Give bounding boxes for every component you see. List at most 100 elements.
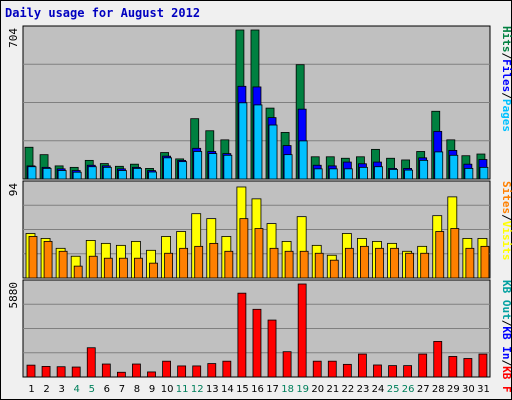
bar-sites	[329, 259, 339, 279]
x-axis-day-label: 21	[326, 384, 339, 395]
bar-kb-f	[207, 363, 217, 378]
bar-kb-f	[433, 341, 443, 378]
bar-pages	[434, 151, 444, 180]
bar-kb-f	[267, 319, 277, 378]
legend-label: Hits/Files/Pages	[500, 26, 512, 132]
legend-item: Pages	[500, 99, 512, 132]
bar-sites	[134, 257, 143, 279]
x-axis-day-label: 5	[89, 384, 95, 395]
bar-kb-f	[192, 365, 202, 378]
x-axis-day-label: 30	[462, 384, 475, 395]
x-axis-day-label: 24	[372, 384, 385, 395]
bar-kb-f	[297, 283, 307, 378]
bar-sites	[239, 218, 249, 279]
legend-item: Files	[500, 59, 512, 92]
x-axis-day-label: 18	[281, 384, 294, 395]
bar-kb-f	[237, 292, 247, 378]
legend-item: /	[500, 360, 512, 367]
bar-sites	[28, 236, 38, 279]
bar-pages	[313, 168, 323, 180]
legend-item: Sites	[500, 181, 512, 214]
x-axis-day-label: 4	[74, 384, 80, 395]
chart-title: Daily usage for August 2012	[5, 6, 201, 20]
bar-pages	[268, 124, 278, 180]
bar-pages	[72, 171, 82, 180]
legend-item: /	[500, 92, 512, 99]
bar-pages	[283, 154, 293, 180]
bar-pages	[223, 154, 233, 180]
bar-pages	[178, 161, 188, 180]
x-axis-day-label: 14	[221, 384, 234, 395]
bar-kb-f	[282, 351, 292, 378]
bar-pages	[253, 104, 263, 180]
x-axis-day-label: 29	[447, 384, 460, 395]
bar-sites	[360, 245, 369, 279]
bar-pages	[359, 166, 368, 180]
bar-sites	[480, 245, 490, 279]
x-axis-day-label: 20	[311, 384, 324, 395]
bar-kb-f	[71, 366, 81, 378]
bar-kb-f	[56, 366, 66, 378]
x-axis-day-label: 28	[432, 384, 445, 395]
bar-pages	[163, 157, 172, 180]
x-axis-day-label: 1	[28, 384, 34, 395]
bar-kb-f	[101, 363, 111, 378]
bar-sites	[269, 247, 279, 279]
x-axis-day-label: 10	[161, 384, 174, 395]
bar-pages	[57, 170, 67, 180]
bar-sites	[254, 228, 264, 279]
bar-pages	[238, 102, 248, 180]
bar-sites	[450, 228, 460, 279]
legend-item: KB Out	[500, 280, 512, 320]
bar-kb-f	[312, 360, 322, 378]
bar-sites	[164, 252, 173, 279]
x-axis-day-label: 25	[387, 384, 400, 395]
bar-kb-f	[132, 363, 141, 378]
x-axis-day-label: 26	[402, 384, 415, 395]
legend-item: KB In	[500, 326, 512, 359]
bar-kb-f	[448, 356, 458, 378]
y-axis-max-label: 704	[7, 28, 20, 48]
legend-item: Visits	[500, 221, 512, 261]
legend-label: KB Out/KB In/KB F	[500, 280, 512, 393]
bar-sites	[58, 250, 68, 279]
bar-kb-f	[177, 365, 187, 378]
bar-sites	[88, 255, 98, 279]
bar-pages	[479, 166, 489, 180]
bar-kb-f	[373, 364, 382, 378]
bar-kb-f	[418, 353, 428, 378]
bar-layer	[24, 29, 490, 378]
bar-pages	[404, 169, 414, 180]
x-axis-day-label: 8	[134, 384, 140, 395]
x-axis-day-label: 23	[357, 384, 370, 395]
x-axis-day-label: 11	[176, 384, 189, 395]
bar-pages	[42, 168, 52, 180]
bar-kb-f	[86, 347, 96, 378]
bar-pages	[27, 166, 37, 180]
bar-sites	[465, 247, 475, 279]
x-axis-day-label: 12	[191, 384, 204, 395]
y-axis-max-label: 5880	[7, 282, 20, 309]
x-axis-day-label: 3	[58, 384, 64, 395]
bar-kb-f	[252, 308, 262, 378]
bar-pages	[117, 170, 127, 180]
legend-label: Sites/Visits	[500, 181, 512, 261]
bar-sites	[299, 250, 309, 279]
bar-pages	[133, 168, 142, 180]
bar-sites	[284, 250, 294, 279]
bar-kb-f	[388, 365, 397, 378]
x-axis-day-label: 17	[266, 384, 279, 395]
bar-sites	[43, 240, 53, 279]
bar-sites	[390, 247, 399, 279]
bar-pages	[343, 168, 353, 180]
x-axis-day-label: 7	[119, 384, 125, 395]
bar-pages	[208, 153, 218, 180]
bar-sites	[344, 247, 354, 279]
bar-kb-f	[147, 371, 156, 378]
bar-kb-f	[342, 363, 352, 378]
x-axis-day-label: 6	[104, 384, 110, 395]
bar-kb-f	[327, 360, 337, 378]
bar-kb-f	[41, 366, 51, 378]
bar-sites	[314, 252, 324, 279]
